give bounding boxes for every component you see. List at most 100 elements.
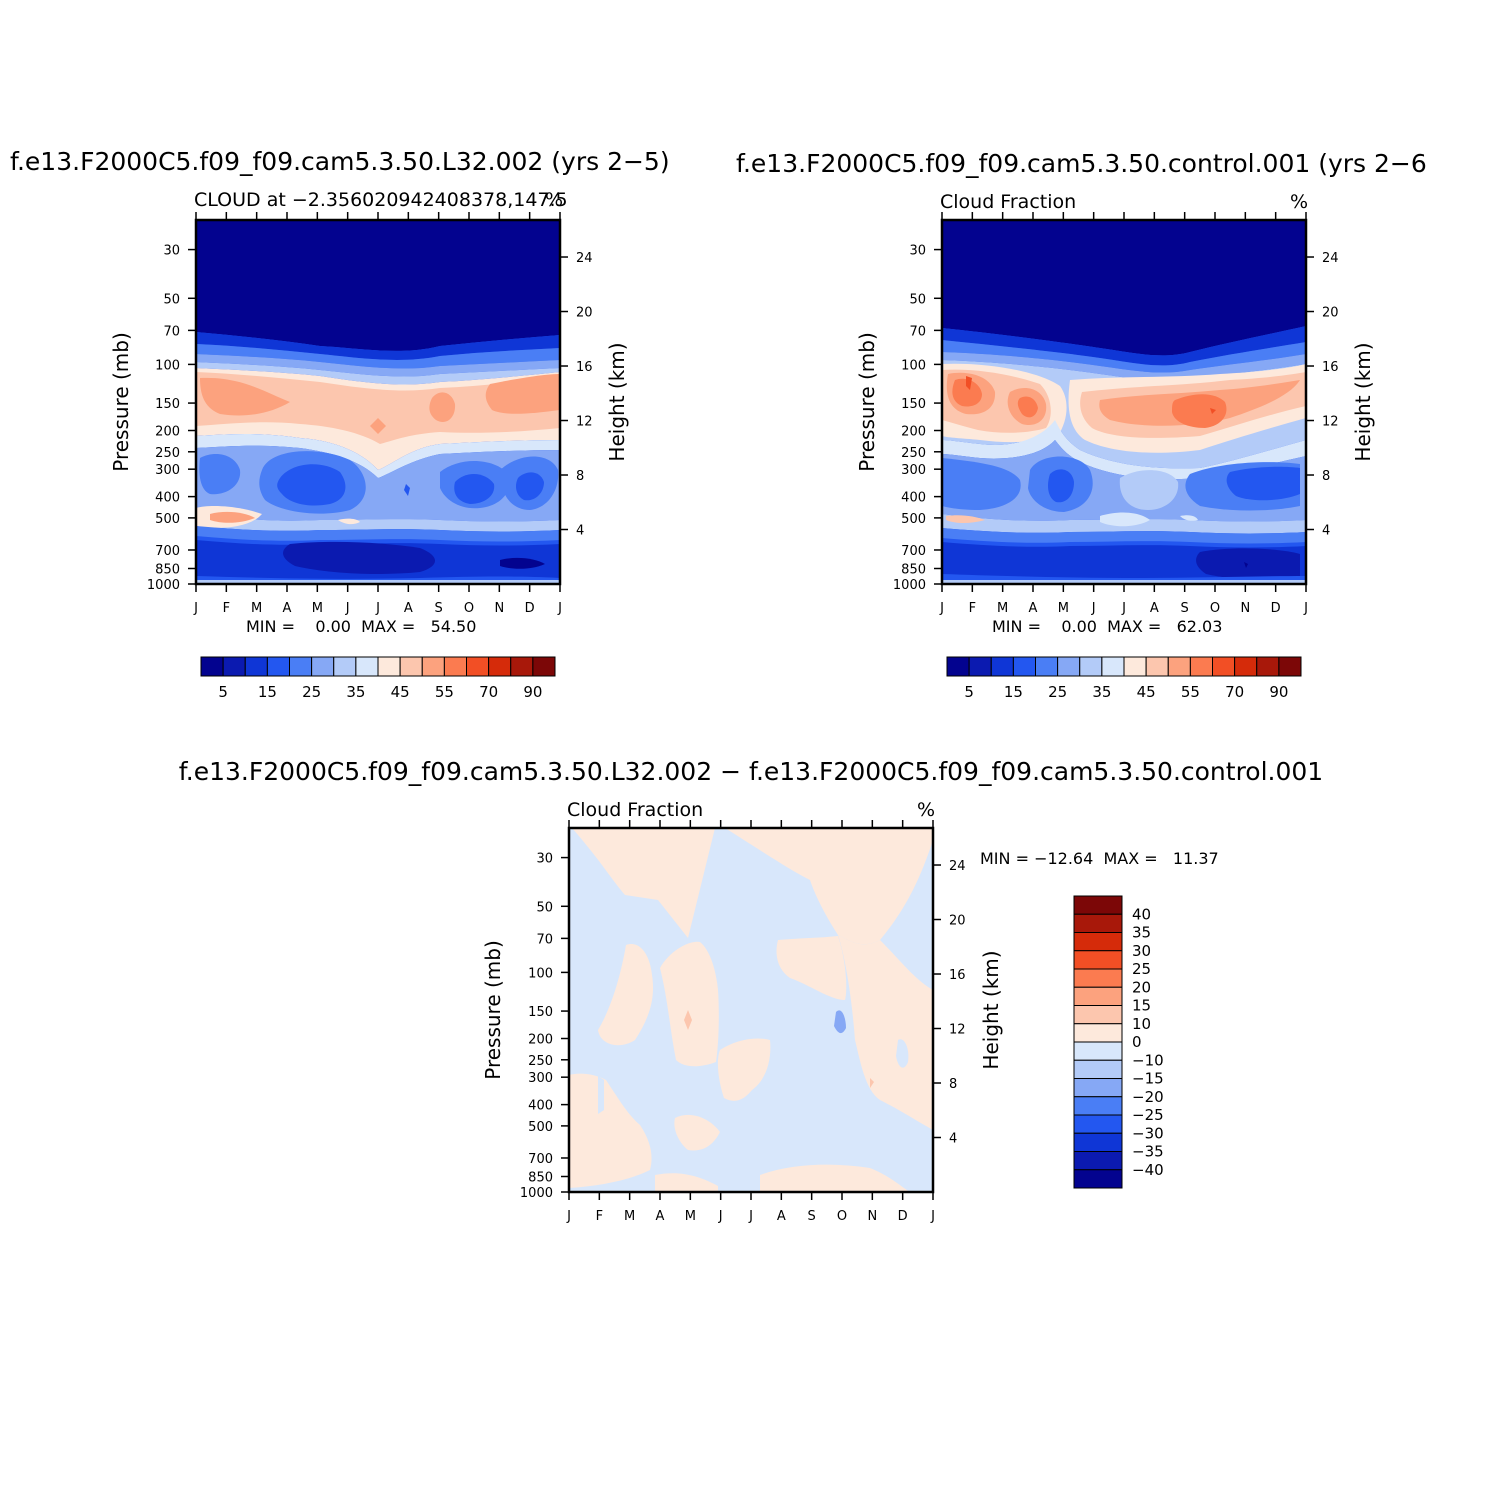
y-tick-label: 1000	[520, 1186, 553, 1201]
x-tick-label: A	[1029, 601, 1038, 616]
colorbar-swatch	[1073, 1132, 1123, 1152]
colorbar-swatch	[1073, 932, 1123, 952]
colorbar-label: 70	[1225, 683, 1244, 701]
y-tick-label: 400	[528, 1099, 553, 1114]
x-tick-label: J	[939, 601, 944, 616]
colorbar-swatch	[1012, 656, 1036, 677]
units-label: %	[1290, 191, 1308, 213]
y-tick-label: 100	[901, 358, 926, 373]
panel-bottom: f.e13.F2000C5.f09_f09.cam5.3.50.L32.002 …	[179, 757, 1323, 1194]
colorbar-swatch	[1278, 656, 1302, 677]
colorbar-label: −25	[1132, 1106, 1164, 1124]
colorbar-label: −40	[1132, 1161, 1164, 1179]
colorbar-label: 15	[1004, 683, 1023, 701]
y-tick-label: 50	[909, 292, 926, 307]
x-tick-label: A	[656, 1209, 665, 1224]
y-tick-label: 100	[155, 358, 180, 373]
y2-tick-label: 8	[1322, 469, 1330, 484]
colorbar-swatch	[1256, 656, 1280, 677]
y2-tick-label: 12	[576, 415, 593, 430]
y2-tick-label: 8	[949, 1077, 957, 1092]
y2-tick-label: 20	[1322, 306, 1339, 321]
colorbar-label: −20	[1132, 1088, 1164, 1106]
y-tick-label: 200	[901, 425, 926, 440]
x-tick-label: D	[1271, 601, 1281, 616]
x-tick-label: J	[718, 1209, 723, 1224]
x-tick-label: A	[283, 601, 292, 616]
panel-subtitle: Cloud Fraction	[567, 799, 703, 821]
x-tick-label: A	[404, 601, 413, 616]
y-tick-label: 200	[155, 425, 180, 440]
colorbar-swatch	[1073, 1151, 1123, 1171]
y-tick-label: 150	[528, 1005, 553, 1020]
colorbar-swatch	[1079, 656, 1103, 677]
colorbar-swatch	[443, 656, 467, 677]
colorbar-swatch	[377, 656, 401, 677]
y-tick-label: 70	[909, 324, 926, 339]
colorbar-swatch	[1212, 656, 1236, 677]
y-tick-label: 850	[901, 563, 926, 578]
colorbar-0: 5 15 25 35 45 55 70 90	[200, 656, 556, 701]
colorbar-swatch	[532, 656, 556, 677]
y-tick-label: 500	[155, 512, 180, 527]
colorbar-label: 90	[523, 683, 542, 701]
x-tick-label: D	[525, 601, 535, 616]
y-tick-label: 500	[528, 1120, 553, 1135]
y-tick-label: 300	[528, 1071, 553, 1086]
colorbar-swatch	[1073, 1096, 1123, 1116]
y2-axis-title: Height (km)	[605, 342, 629, 461]
x-tick-label: J	[748, 1209, 753, 1224]
colorbar-label: 30	[1132, 942, 1151, 960]
x-tick-label: J	[930, 1209, 935, 1224]
y2-tick-label: 24	[1322, 251, 1339, 266]
colorbar-swatch	[1189, 656, 1213, 677]
colorbar-swatch	[1073, 1078, 1123, 1098]
y2-tick-label: 8	[576, 469, 584, 484]
colorbar-label: 55	[1181, 683, 1200, 701]
y2-axis-title: Height (km)	[979, 950, 1003, 1069]
x-tick-label: M	[312, 601, 323, 616]
x-tick-label: J	[1121, 601, 1126, 616]
colorbar-1: 5 15 25 35 45 55 70 90	[946, 656, 1302, 701]
y2-tick-label: 24	[949, 859, 966, 874]
axes-panel-0: J F M A M J J A S O N D J 30 50 70 100 150 200 250 300 400 500…	[147, 212, 593, 616]
colorbar-label: 35	[1132, 924, 1151, 942]
y-tick-label: 50	[536, 900, 553, 915]
y-axis-title: Pressure (mb)	[109, 332, 133, 472]
colorbar-label: 90	[1269, 683, 1288, 701]
y2-tick-label: 4	[576, 524, 584, 539]
colorbar-label: 5	[964, 683, 974, 701]
colorbar-swatch	[1073, 968, 1123, 988]
colorbar-swatch	[1035, 656, 1059, 677]
colorbar-label: 5	[218, 683, 228, 701]
colorbar-swatch	[510, 656, 534, 677]
x-tick-label: A	[777, 1209, 786, 1224]
y2-tick-label: 20	[949, 914, 966, 929]
colorbar-label: 15	[258, 683, 277, 701]
colorbar-swatch	[311, 656, 335, 677]
panel-subtitle: CLOUD at −2.356020942408378,147.5	[194, 189, 568, 211]
colorbar-label: 35	[1092, 683, 1111, 701]
x-tick-label: S	[435, 601, 443, 616]
y-tick-label: 700	[528, 1152, 553, 1167]
x-tick-label: S	[1181, 601, 1189, 616]
x-tick-label: D	[898, 1209, 908, 1224]
colorbar-swatch	[466, 656, 490, 677]
colorbar-label: −30	[1132, 1124, 1164, 1142]
x-tick-label: J	[345, 601, 350, 616]
y-tick-label: 700	[155, 544, 180, 559]
colorbar-swatch	[1073, 1005, 1123, 1025]
y-tick-label: 150	[901, 397, 926, 412]
panel-title: f.e13.F2000C5.f09_f09.cam5.3.50.control.…	[736, 149, 1427, 178]
units-label: %	[917, 799, 935, 821]
colorbar-swatch	[289, 656, 313, 677]
min-max-stats: MIN = −12.64 MAX = 11.37	[980, 849, 1219, 868]
y-tick-label: 250	[901, 446, 926, 461]
colorbar-swatch	[355, 656, 379, 677]
axes-layer: J F M A M J J A S O N D J305070100150200250300400500…	[147, 212, 1339, 1224]
colorbar-label: 40	[1132, 905, 1151, 923]
colorbar-swatch	[244, 656, 268, 677]
y-tick-label: 850	[155, 563, 180, 578]
